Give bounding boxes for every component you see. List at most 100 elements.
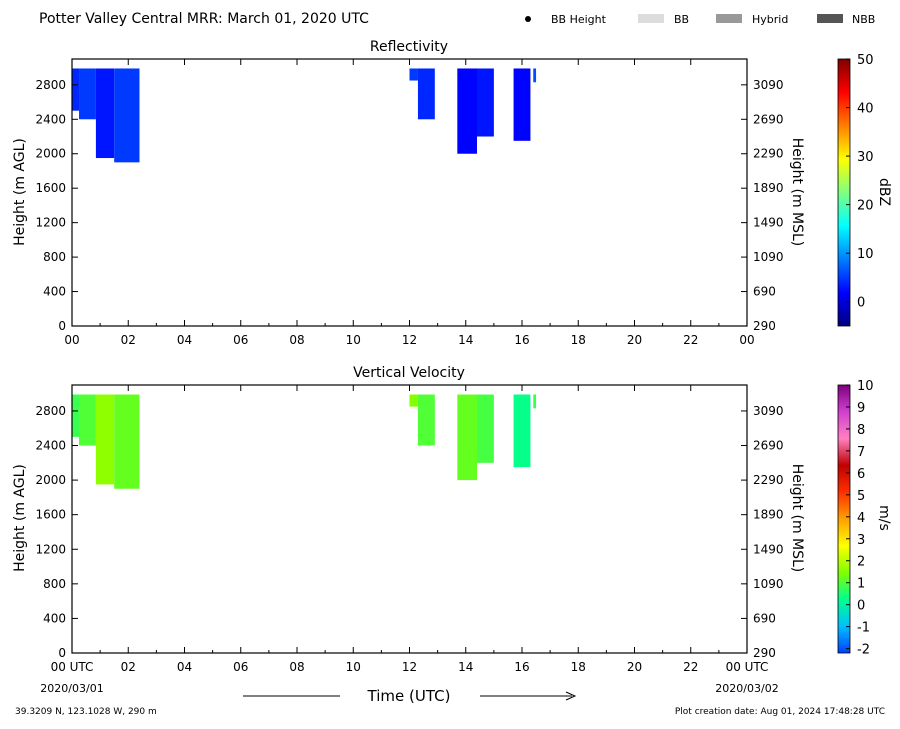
y-right-tick-label: 1890 [753, 508, 784, 522]
reflectivity-ylabel: Height (m AGL) [12, 138, 28, 246]
reflectivity-y-axis: 0 400 800 1200 1600 2000 2400 2800 [35, 78, 78, 333]
colorbar-tick-label: 3 [857, 533, 865, 548]
x-tick-label: 12 [402, 333, 417, 347]
y-tick-label: 1200 [35, 542, 66, 556]
reflectivity-colorbar-ticks: 0 10 20 30 40 50 [846, 53, 874, 311]
y-right-tick-label: 1090 [753, 577, 784, 591]
x-tick-label: 20 [627, 660, 642, 674]
x-tick-label: 00 [64, 333, 79, 347]
y-right-tick-label: 3090 [753, 404, 784, 418]
y-tick-label: 400 [43, 611, 66, 625]
y-tick-label: 2400 [35, 112, 66, 126]
x-tick-label: 12 [402, 660, 417, 674]
reflectivity-ylabel-right: Height (m MSL) [789, 138, 805, 247]
y-right-tick-label: 3090 [753, 78, 784, 92]
colorbar-tick-label: 50 [857, 53, 874, 68]
y-tick-label: 2800 [35, 404, 66, 418]
colorbar-tick-label: 4 [857, 511, 865, 526]
vertical-velocity-panel: Vertical Velocity Height (m AGL) Height … [12, 365, 892, 674]
velocity-x-axis: 00 UTC 02 04 06 08 10 12 14 16 18 20 22 00 UTC [51, 385, 769, 674]
header-legend: BB Height BB Hybrid NBB [525, 13, 875, 26]
colorbar-tick-label: 30 [857, 150, 874, 165]
echo-region [72, 68, 80, 111]
velocity-echo-field [72, 394, 537, 489]
legend-bb-label: BB [674, 13, 689, 26]
colorbar-tick-label: 9 [857, 401, 865, 416]
echo-region [409, 68, 418, 81]
velocity-colorbar-ticks: -2 -1 0 1 2 3 4 5 6 7 8 9 10 [846, 379, 874, 658]
x-tick-label: 00 UTC [726, 660, 769, 674]
colorbar-tick-label: 40 [857, 102, 874, 117]
colorbar-tick-label: 2 [857, 555, 865, 570]
x-tick-label: 22 [683, 333, 698, 347]
x-tick-label: 14 [458, 333, 473, 347]
colorbar-tick-label: 10 [857, 379, 874, 394]
y-right-tick-label: 690 [753, 285, 776, 299]
y-right-tick-label: 2290 [753, 473, 784, 487]
echo-region [417, 68, 435, 120]
x-tick-label: 18 [571, 660, 586, 674]
y-tick-label: 2400 [35, 439, 66, 453]
x-tick-label: 20 [627, 333, 642, 347]
echo-region [533, 394, 537, 409]
y-right-tick-label: 290 [753, 646, 776, 660]
y-right-tick-label: 1490 [753, 216, 784, 230]
x-tick-label: 06 [233, 660, 248, 674]
colorbar-tick-label: 5 [857, 489, 865, 504]
velocity-ylabel: Height (m AGL) [12, 464, 28, 572]
x-tick-label: 08 [289, 333, 304, 347]
x-tick-label: 02 [121, 333, 136, 347]
x-tick-label: 16 [514, 660, 529, 674]
y-tick-label: 2800 [35, 78, 66, 92]
colorbar-tick-label: 0 [857, 296, 865, 311]
colorbar-tick-label: 7 [857, 445, 865, 460]
end-date: 2020/03/02 [715, 682, 778, 695]
y-right-tick-label: 1490 [753, 542, 784, 556]
y-tick-label: 800 [43, 577, 66, 591]
echo-region [477, 68, 494, 137]
reflectivity-y-axis-right: 290 690 1090 1490 1890 2290 2690 3090 [741, 78, 784, 333]
legend-nbb-label: NBB [852, 13, 875, 26]
y-right-tick-label: 2690 [753, 439, 784, 453]
x-tick-label: 22 [683, 660, 698, 674]
velocity-ylabel-right: Height (m MSL) [789, 464, 805, 573]
echo-region [457, 394, 477, 481]
y-right-tick-label: 2690 [753, 112, 784, 126]
reflectivity-title: Reflectivity [370, 39, 448, 55]
y-tick-label: 2000 [35, 473, 66, 487]
reflectivity-echo-field [72, 68, 537, 163]
echo-region [457, 68, 477, 154]
velocity-y-axis: 0 400 800 1200 1600 2000 2400 2800 [35, 404, 78, 660]
legend-hybrid-swatch [716, 14, 742, 23]
x-tick-label: 00 [739, 333, 754, 347]
reflectivity-plot-frame [71, 58, 748, 327]
x-tick-label: 16 [514, 333, 529, 347]
colorbar-tick-label: 20 [857, 199, 874, 214]
colorbar-tick-label: 0 [857, 599, 865, 614]
y-tick-label: 0 [58, 646, 66, 660]
x-tick-label: 10 [346, 660, 361, 674]
y-tick-label: 800 [43, 250, 66, 264]
echo-region [114, 394, 140, 489]
echo-region [114, 68, 140, 163]
legend-nbb-swatch [817, 14, 843, 23]
time-arrow-head-icon [565, 691, 577, 701]
reflectivity-colorbar-label: dBZ [876, 178, 892, 206]
echo-region [95, 68, 115, 159]
y-right-tick-label: 2290 [753, 147, 784, 161]
x-tick-label: 08 [289, 660, 304, 674]
echo-region [513, 68, 531, 141]
start-date: 2020/03/01 [40, 682, 103, 695]
y-tick-label: 1600 [35, 508, 66, 522]
velocity-title: Vertical Velocity [353, 365, 465, 381]
velocity-colorbar [837, 384, 851, 654]
x-tick-label: 18 [571, 333, 586, 347]
x-tick-label: 04 [177, 660, 192, 674]
colorbar-tick-label: 1 [857, 577, 865, 592]
colorbar-tick-label: 8 [857, 423, 865, 438]
echo-region [533, 68, 537, 83]
figure-title: Potter Valley Central MRR: March 01, 202… [39, 11, 369, 27]
echo-region [95, 394, 115, 485]
